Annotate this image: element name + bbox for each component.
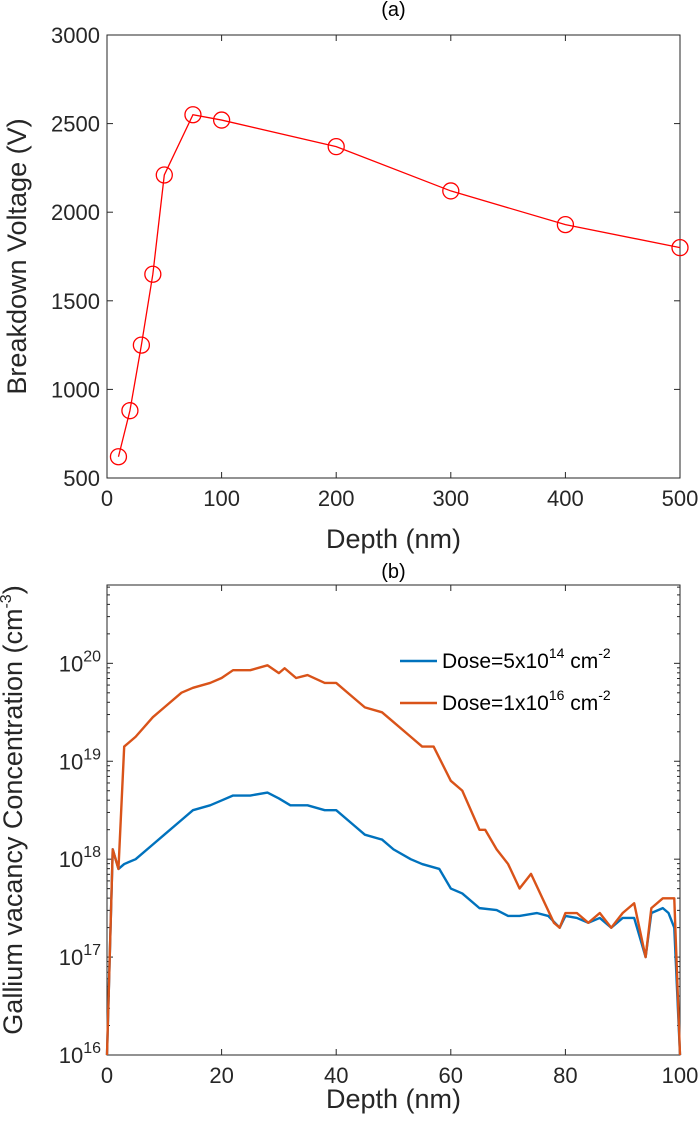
y-tick-label: 1020: [59, 648, 101, 676]
y-tick-base: 10: [59, 749, 83, 774]
data-point-marker: [212, 111, 231, 129]
y-tick-exponent: 17: [83, 942, 101, 959]
y-tick-label: 1000: [51, 377, 100, 402]
x-axis-label: Depth (nm): [326, 524, 461, 554]
data-point-marker: [184, 106, 202, 124]
series-line: [117, 114, 681, 457]
y-tick-label: 2000: [51, 200, 100, 225]
x-tick-label: 100: [203, 486, 240, 511]
y-tick-label: 1019: [59, 746, 101, 774]
y-tick-exponent: 19: [83, 746, 101, 763]
legend-unit: cm: [564, 650, 598, 673]
x-tick-label: 20: [209, 1063, 233, 1088]
y-tick-label: 3000: [51, 23, 100, 48]
chart-title: (a): [381, 0, 405, 21]
data-point-marker: [556, 215, 575, 234]
axes-box: [106, 34, 681, 479]
legend-sup: 16: [549, 687, 565, 703]
x-tick-label: 500: [662, 486, 699, 511]
x-tick-label: 60: [439, 1063, 463, 1088]
data-point-marker: [109, 448, 128, 466]
y-label-sup: -3: [0, 594, 15, 608]
y-axis-label: Gallium vacancy Concentration (cm-3): [0, 585, 28, 1034]
y-tick-base: 10: [59, 945, 83, 970]
y-tick-exponent: 20: [83, 648, 101, 665]
legend-unit-sup: -2: [598, 645, 611, 661]
legend-label-2: Dose=1x1016 cm-2: [442, 687, 611, 715]
chart-b: 0 20 40 60 80 10010161017101810191020(b)Depth…: [0, 561, 698, 1114]
data-point-marker: [155, 166, 173, 184]
axes-box: [106, 584, 681, 1056]
y-tick-exponent: 18: [83, 844, 101, 861]
data-point-marker: [671, 238, 689, 257]
series-line-1: [105, 791, 682, 1056]
x-tick-label: 80: [553, 1063, 577, 1088]
y-tick-label: 1017: [59, 942, 101, 970]
y-label-end: ): [0, 585, 28, 594]
y-tick-exponent: 16: [83, 1040, 101, 1057]
data-point-marker: [144, 265, 162, 283]
legend-name: Dose=1x10: [442, 692, 549, 715]
legend-unit-sup: -2: [598, 687, 611, 703]
y-tick-label: 1018: [59, 844, 101, 872]
y-tick-label: 500: [63, 466, 100, 491]
data-point-marker: [442, 182, 460, 200]
y-tick-base: 10: [59, 847, 83, 872]
y-tick-base: 10: [59, 1043, 83, 1068]
y-tick-label: 1016: [59, 1040, 101, 1068]
y-tick-label: 1500: [51, 289, 100, 314]
chart-a: 0 100 200 300 400 500 500 1000 1500 2000 2500 3000 (…: [2, 0, 698, 554]
x-axis-label: Depth (nm): [326, 1084, 461, 1114]
chart-title: (b): [381, 561, 405, 583]
x-tick-label: 0: [101, 486, 113, 511]
data-point-marker: [132, 336, 151, 354]
x-tick-label: 400: [547, 486, 584, 511]
y-tick-label: 2500: [51, 112, 100, 137]
x-tick-label: 300: [432, 486, 469, 511]
legend-label-1: Dose=5x1014 cm-2: [442, 645, 611, 673]
x-tick-label: 100: [662, 1063, 699, 1088]
data-point-marker: [327, 137, 345, 156]
x-tick-label: 0: [101, 1063, 113, 1088]
y-axis-label: Breakdown Voltage (V): [2, 118, 32, 394]
x-tick-label: 40: [324, 1063, 348, 1088]
y-tick-base: 10: [59, 651, 83, 676]
legend-name: Dose=5x10: [442, 650, 549, 673]
legend-sup: 14: [549, 645, 565, 661]
y-label-text: Gallium vacancy Concentration (cm: [0, 609, 28, 1035]
legend-unit: cm: [564, 692, 598, 715]
x-tick-label: 200: [318, 486, 355, 511]
series-line-2: [105, 664, 682, 1056]
data-point-marker: [121, 402, 139, 420]
